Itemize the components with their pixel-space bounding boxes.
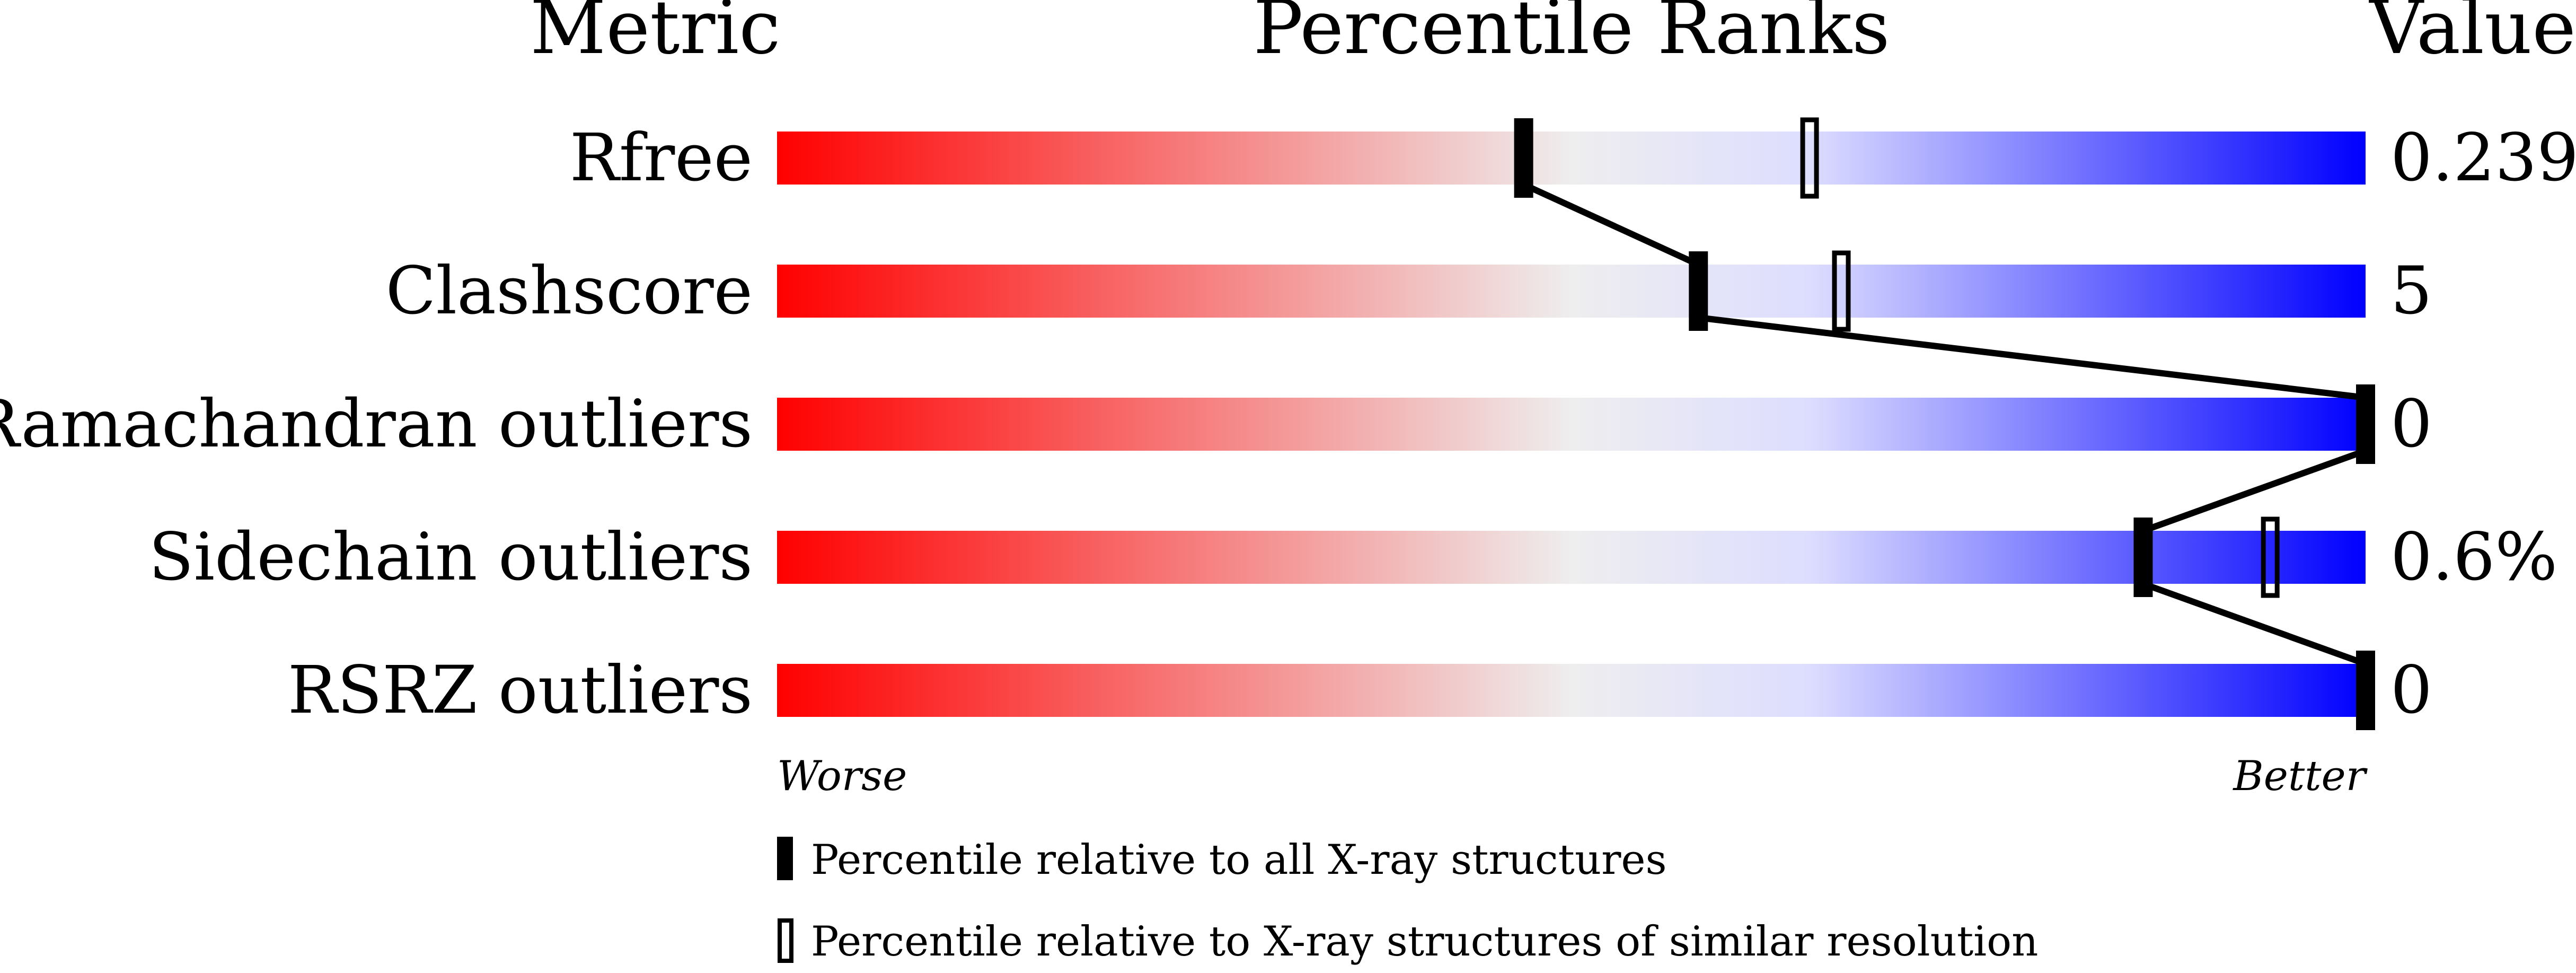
legend-similar-label: Percentile relative to X-ray structures … <box>811 918 2038 966</box>
metric-value: 0 <box>2390 652 2432 729</box>
metric-value: 0.239 <box>2390 120 2576 196</box>
metric-label: Sidechain outliers <box>149 519 753 595</box>
metric-label: RSRZ outliers <box>288 652 753 729</box>
percentile-bar <box>777 132 2366 185</box>
header-percentile-ranks: Percentile Ranks <box>1253 0 1890 71</box>
similar-resolution-percentile-marker <box>2261 516 2280 598</box>
worse-label: Worse <box>777 752 907 800</box>
all-structures-percentile-marker <box>1514 118 1533 198</box>
similar-resolution-percentile-marker <box>1800 117 1819 199</box>
legend-open-marker-icon <box>778 918 793 963</box>
all-structures-percentile-marker <box>2356 651 2375 730</box>
metric-value: 5 <box>2390 253 2432 329</box>
header-metric: Metric <box>530 0 781 71</box>
metric-label: Rfree <box>570 120 753 196</box>
all-structures-percentile-marker <box>2356 384 2375 464</box>
all-structures-percentile-marker <box>2133 518 2153 597</box>
similar-resolution-percentile-marker <box>1832 250 1851 332</box>
percentile-bar <box>777 531 2366 584</box>
metric-label: Clashscore <box>386 253 753 329</box>
metric-label: Ramachandran outliers <box>0 386 753 462</box>
all-structures-percentile-marker <box>1689 251 1708 331</box>
percentile-bar <box>777 398 2366 451</box>
percentile-bar <box>777 664 2366 717</box>
legend-filled-marker-icon <box>777 837 793 880</box>
percentile-bar <box>777 265 2366 318</box>
better-label: Better <box>2232 752 2368 800</box>
header-value: Value <box>2368 0 2576 71</box>
metric-value: 0.6% <box>2390 519 2557 595</box>
metric-value: 0 <box>2390 386 2432 462</box>
legend-all-label: Percentile relative to all X-ray structu… <box>811 836 1667 884</box>
